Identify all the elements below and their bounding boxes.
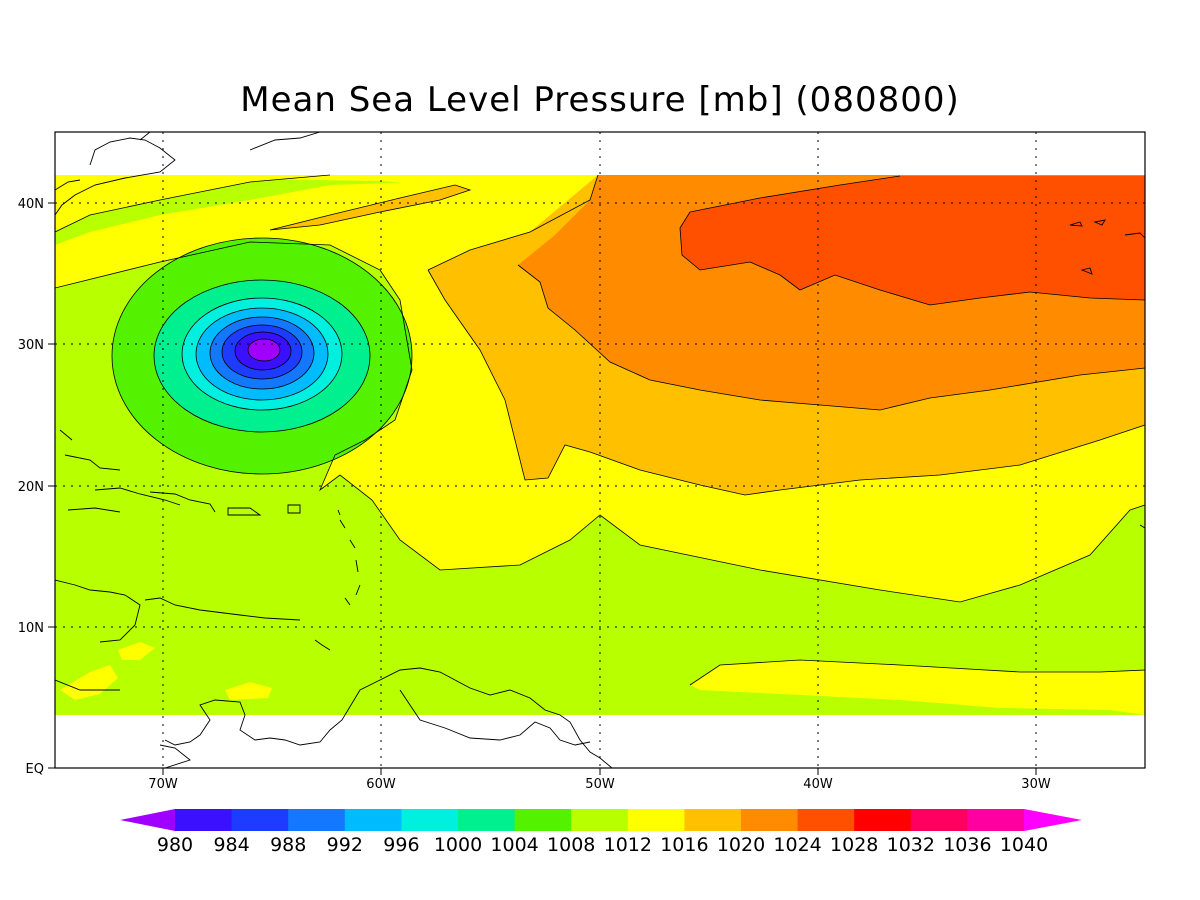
fill-1012-south-islet: [60, 665, 118, 700]
scale-level-label: 1024: [773, 834, 821, 856]
scale-swatch: [797, 809, 855, 831]
scale-level-label: 980: [157, 834, 193, 856]
coastlines: [55, 132, 1145, 768]
lat-tick-label: 10N: [18, 621, 44, 636]
coast-lesser-antilles: [314, 509, 361, 651]
coast-north-america: [55, 132, 321, 216]
fill-1024: [680, 176, 1145, 305]
contour-1008-1012-low: [55, 241, 1145, 603]
lon-tick-labels: 70W 60W 50W 40W 30W: [148, 777, 1051, 792]
scale-level-label: 1012: [604, 834, 652, 856]
scale-swatch: [288, 809, 346, 831]
scale-swatch: [627, 809, 685, 831]
contour-1016-1020: [517, 264, 1145, 411]
scale-swatch: [910, 809, 968, 831]
fill-1012-south: [690, 660, 1145, 715]
scale-level-label: 992: [327, 834, 363, 856]
scale-level-label: 1036: [943, 834, 991, 856]
lat-tick-label: 30N: [18, 338, 44, 353]
coast-south-america-interior: [399, 689, 591, 746]
scale-swatch: [684, 809, 742, 831]
scale-level-label: 1008: [547, 834, 595, 856]
lon-tick-label: 30W: [1021, 777, 1051, 792]
contour-1008-1012-north: [55, 174, 331, 233]
scale-level-label: 984: [213, 834, 249, 856]
scale-swatch: [175, 809, 233, 831]
pressure-fill-layer: [55, 132, 1145, 768]
scale-level-label: 1016: [660, 834, 708, 856]
scale-swatch: [401, 809, 459, 831]
lat-tick-labels: EQ 10N 20N 30N 40N: [18, 197, 44, 777]
lat-tick-label: 20N: [18, 480, 44, 495]
scale-swatch: [514, 809, 572, 831]
scale-swatch: [967, 809, 1025, 831]
contour-1016-ridge: [269, 184, 472, 231]
coast-atlantic-islets: [1069, 219, 1145, 529]
scale-swatch: [344, 809, 402, 831]
contour-lines: [55, 174, 1145, 686]
scale-level-label: 1004: [490, 834, 538, 856]
scale-level-label: 1020: [717, 834, 765, 856]
axis-ticks: [48, 202, 1037, 775]
ring-976: [247, 338, 281, 362]
scale-level-label: 1040: [1000, 834, 1048, 856]
contour-1020-1024: [679, 175, 1145, 306]
scale-level-label: 1028: [830, 834, 878, 856]
coast-central-america: [55, 579, 301, 643]
contour-1008-1012-south: [689, 659, 1145, 686]
color-scale: 980 984 988 992 996 1000 1004 1008 1012 1016 1020 1…: [120, 809, 1082, 856]
scale-swatch: [231, 809, 289, 831]
scale-level-label: 1000: [434, 834, 482, 856]
scale-arrow-low: [120, 809, 175, 831]
lat-tick-label: 40N: [18, 197, 44, 212]
coast-south-america: [55, 667, 613, 768]
scale-swatch: [854, 809, 912, 831]
contour-1012-1016: [427, 174, 1145, 496]
grid-lines: [55, 132, 1145, 768]
fill-1012-south-islet-2: [225, 682, 272, 700]
lat-tick-label: EQ: [26, 762, 44, 777]
lon-tick-label: 40W: [803, 777, 833, 792]
scale-level-label: 996: [383, 834, 419, 856]
coast-florida-caribbean: [59, 429, 301, 516]
scale-swatch: [458, 809, 516, 831]
scale-level-label: 988: [270, 834, 306, 856]
fill-1016-ridge: [270, 185, 470, 230]
lon-tick-label: 70W: [148, 777, 178, 792]
low-pressure-system: [111, 237, 413, 475]
scale-swatch: [741, 809, 799, 831]
map-title: Mean Sea Level Pressure [mb] (080800): [240, 80, 960, 120]
scale-level-label: 1032: [887, 834, 935, 856]
scale-swatch: [571, 809, 629, 831]
fill-1012-caribbean-islet: [118, 642, 155, 660]
lon-tick-label: 60W: [366, 777, 396, 792]
lon-tick-label: 50W: [585, 777, 615, 792]
scale-arrow-high: [1024, 809, 1082, 831]
